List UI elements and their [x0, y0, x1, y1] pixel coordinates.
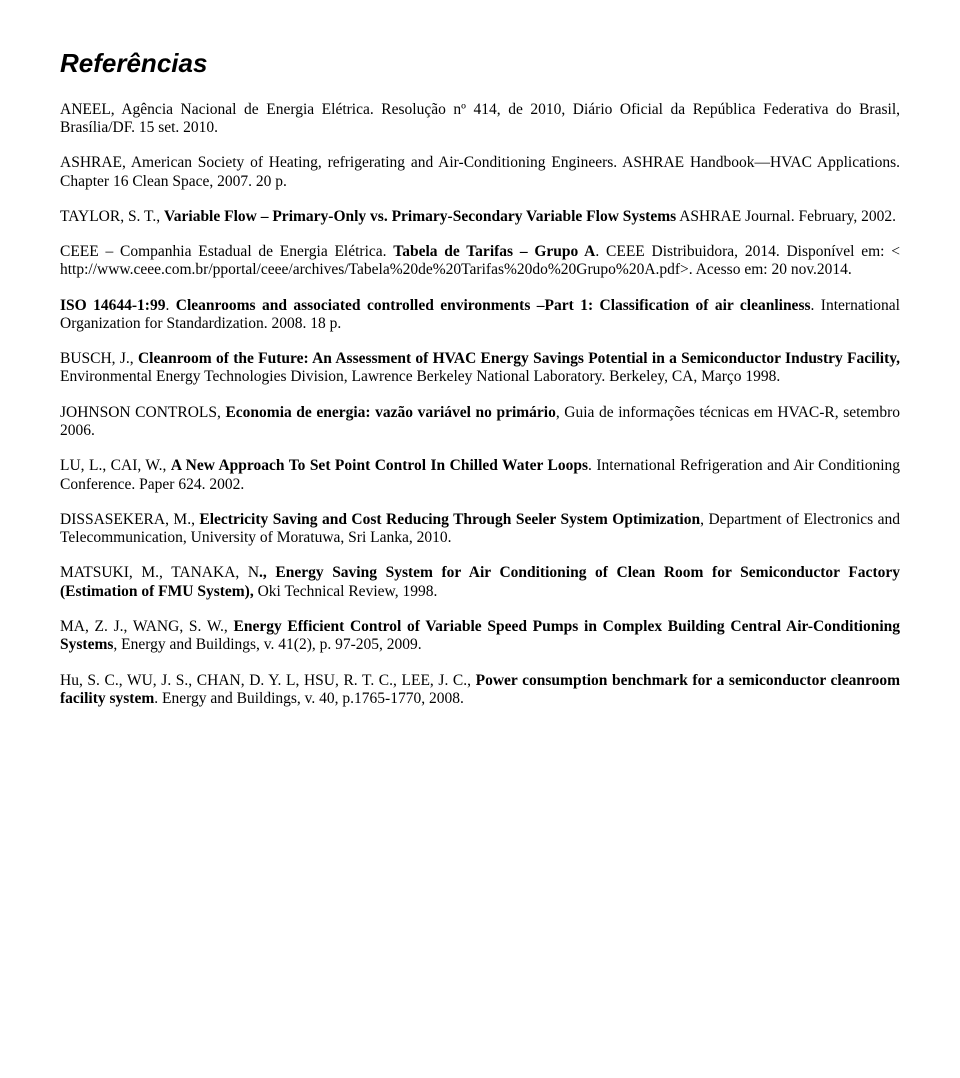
reference-text: Oki Technical Review, 1998.	[254, 583, 438, 600]
reference-entry: MA, Z. J., WANG, S. W., Energy Efficient…	[60, 618, 900, 655]
page-title: Referências	[60, 48, 900, 79]
reference-entry: LU, L., CAI, W., A New Approach To Set P…	[60, 457, 900, 494]
reference-entry: ANEEL, Agência Nacional de Energia Elétr…	[60, 101, 900, 138]
references-list: ANEEL, Agência Nacional de Energia Elétr…	[60, 101, 900, 708]
reference-text: .	[165, 297, 175, 314]
reference-title: Electricity Saving and Cost Reducing Thr…	[199, 511, 700, 528]
reference-entry: MATSUKI, M., TANAKA, N., Energy Saving S…	[60, 564, 900, 601]
reference-entry: TAYLOR, S. T., Variable Flow – Primary-O…	[60, 208, 900, 226]
reference-text: . Energy and Buildings, v. 40, p.1765-17…	[154, 690, 464, 707]
reference-text: ASHRAE Journal. February, 2002.	[676, 208, 896, 225]
reference-title: A New Approach To Set Point Control In C…	[171, 457, 588, 474]
reference-title: ISO 14644-1:99	[60, 297, 165, 314]
reference-entry: Hu, S. C., WU, J. S., CHAN, D. Y. L, HSU…	[60, 672, 900, 709]
reference-text: , Energy and Buildings, v. 41(2), p. 97-…	[113, 636, 421, 653]
reference-text: LU, L., CAI, W.,	[60, 457, 171, 474]
reference-text: BUSCH, J.,	[60, 350, 138, 367]
reference-text: TAYLOR, S. T.,	[60, 208, 164, 225]
reference-title: Cleanrooms and associated controlled env…	[176, 297, 811, 314]
reference-text: DISSASEKERA, M.,	[60, 511, 199, 528]
reference-entry: CEEE – Companhia Estadual de Energia Elé…	[60, 243, 900, 280]
reference-text: MA, Z. J., WANG, S. W.,	[60, 618, 234, 635]
reference-text: JOHNSON CONTROLS,	[60, 404, 225, 421]
reference-entry: ASHRAE, American Society of Heating, ref…	[60, 154, 900, 191]
reference-text: ASHRAE, American Society of Heating, ref…	[60, 154, 900, 189]
reference-text: MATSUKI, M., TANAKA, N	[60, 564, 259, 581]
reference-title: Economia de energia: vazão variável no p…	[225, 404, 555, 421]
reference-entry: JOHNSON CONTROLS, Economia de energia: v…	[60, 404, 900, 441]
reference-title: Tabela de Tarifas – Grupo A	[393, 243, 595, 260]
reference-text: Hu, S. C., WU, J. S., CHAN, D. Y. L, HSU…	[60, 672, 476, 689]
reference-entry: ISO 14644-1:99. Cleanrooms and associate…	[60, 297, 900, 334]
reference-text: Environmental Energy Technologies Divisi…	[60, 368, 780, 385]
reference-text: CEEE – Companhia Estadual de Energia Elé…	[60, 243, 393, 260]
reference-title: Variable Flow – Primary-Only vs. Primary…	[164, 208, 676, 225]
reference-title: Cleanroom of the Future: An Assessment o…	[138, 350, 900, 367]
reference-entry: BUSCH, J., Cleanroom of the Future: An A…	[60, 350, 900, 387]
reference-entry: DISSASEKERA, M., Electricity Saving and …	[60, 511, 900, 548]
reference-text: ANEEL, Agência Nacional de Energia Elétr…	[60, 101, 900, 136]
